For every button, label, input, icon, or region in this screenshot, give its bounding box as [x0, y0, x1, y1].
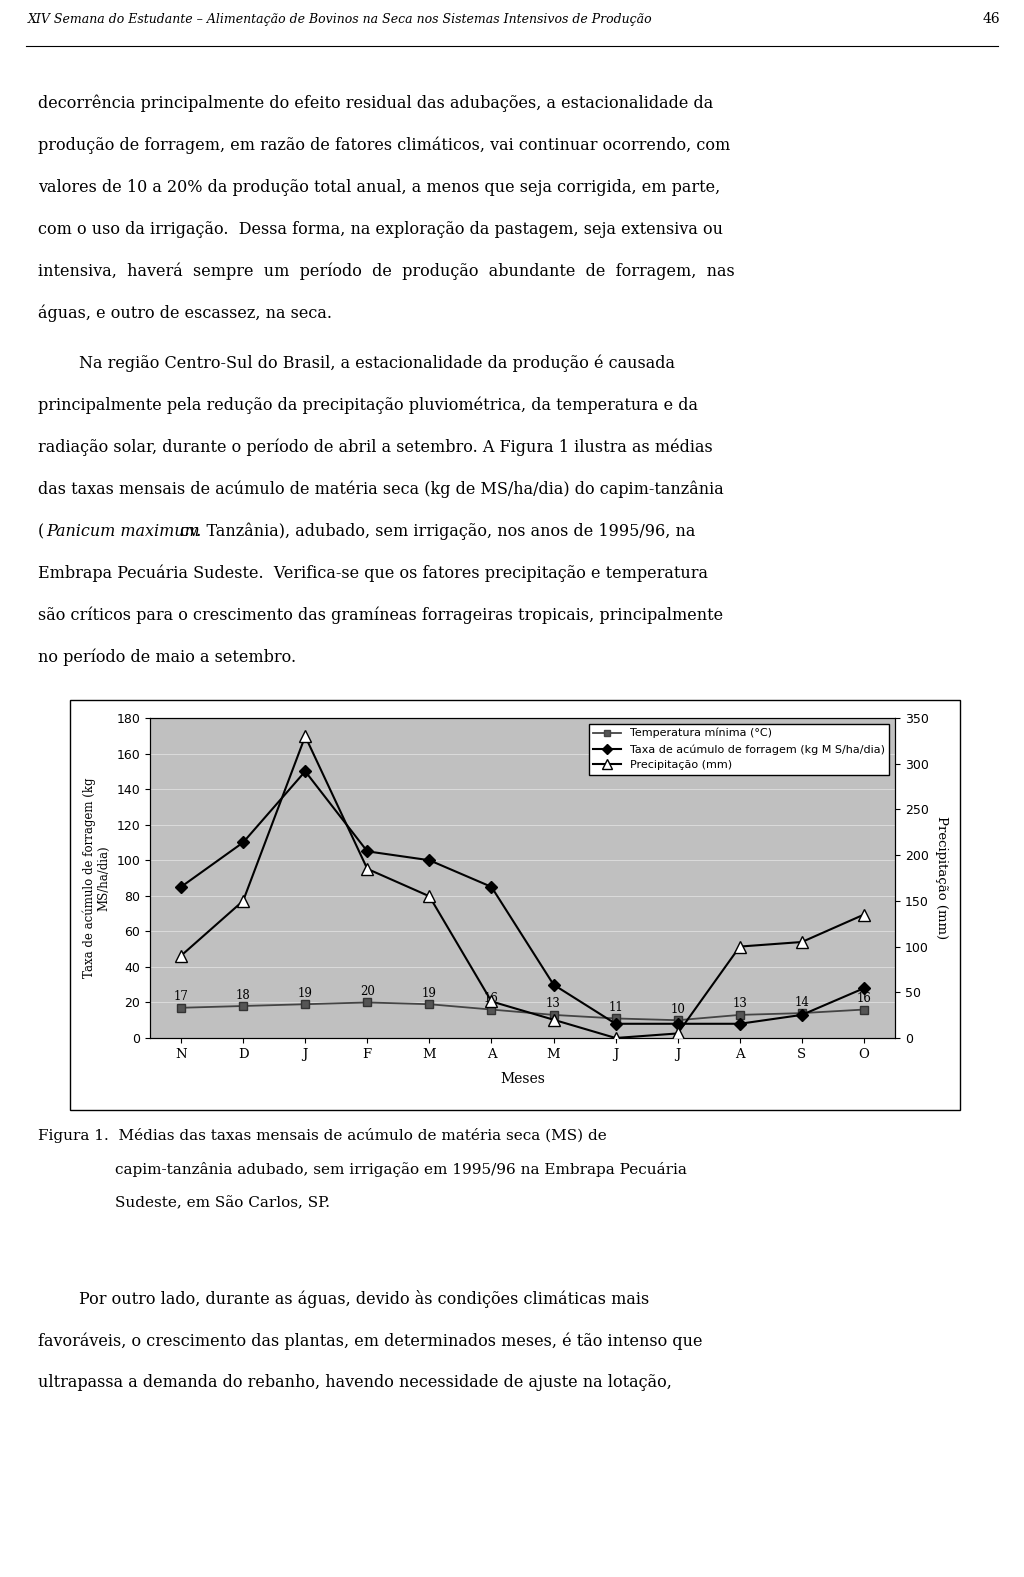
Text: valores de 10 a 20% da produção total anual, a menos que seja corrigida, em part: valores de 10 a 20% da produção total an… — [38, 180, 720, 196]
Text: são críticos para o crescimento das gramíneas forrageiras tropicais, principalme: são críticos para o crescimento das gram… — [38, 607, 723, 624]
Text: Por outro lado, durante as águas, devido às condições climáticas mais: Por outro lado, durante as águas, devido… — [38, 1290, 649, 1307]
Text: produção de forragem, em razão de fatores climáticos, vai continuar ocorrendo, c: produção de forragem, em razão de fatore… — [38, 137, 730, 155]
Text: cv. Tanzânia), adubado, sem irrigação, nos anos de 1995/96, na: cv. Tanzânia), adubado, sem irrigação, n… — [175, 524, 695, 541]
Text: intensiva,  haverá  sempre  um  período  de  produção  abundante  de  forragem, : intensiva, haverá sempre um período de p… — [38, 263, 735, 281]
Text: Sudeste, em São Carlos, SP.: Sudeste, em São Carlos, SP. — [115, 1195, 330, 1210]
Text: XIV Semana do Estudante – Alimentação de Bovinos na Seca nos Sistemas Intensivos: XIV Semana do Estudante – Alimentação de… — [28, 13, 652, 25]
Text: 16: 16 — [856, 992, 871, 1005]
Text: Panicum maximum: Panicum maximum — [46, 524, 200, 539]
Text: 11: 11 — [608, 1001, 623, 1014]
Text: radiação solar, durante o período de abril a setembro. A Figura 1 ilustra as méd: radiação solar, durante o período de abr… — [38, 438, 713, 456]
Text: capim-tanzânia adubado, sem irrigação em 1995/96 na Embrapa Pecuária: capim-tanzânia adubado, sem irrigação em… — [115, 1162, 687, 1176]
Text: no período de maio a setembro.: no período de maio a setembro. — [38, 650, 296, 667]
Bar — [70, 700, 961, 1110]
Text: das taxas mensais de acúmulo de matéria seca (kg de MS/ha/dia) do capim-tanzânia: das taxas mensais de acúmulo de matéria … — [38, 481, 724, 498]
Text: favoráveis, o crescimento das plantas, em determinados meses, é tão intenso que: favoráveis, o crescimento das plantas, e… — [38, 1333, 702, 1350]
Text: 46: 46 — [982, 13, 1000, 27]
Text: Na região Centro-Sul do Brasil, a estacionalidade da produção é causada: Na região Centro-Sul do Brasil, a estaci… — [38, 355, 675, 372]
X-axis label: Meses: Meses — [500, 1072, 545, 1087]
Text: Embrapa Pecuária Sudeste.  Verifica-se que os fatores precipitação e temperatura: Embrapa Pecuária Sudeste. Verifica-se qu… — [38, 565, 708, 582]
Text: 16: 16 — [484, 992, 499, 1005]
Y-axis label: Taxa de acúmulo de forragem (kg
MS/ha/dia): Taxa de acúmulo de forragem (kg MS/ha/di… — [82, 777, 111, 978]
Text: 13: 13 — [546, 997, 561, 1011]
Text: 13: 13 — [732, 997, 748, 1011]
Text: 18: 18 — [236, 989, 251, 1001]
Text: 14: 14 — [795, 995, 809, 1009]
Text: águas, e outro de escassez, na seca.: águas, e outro de escassez, na seca. — [38, 304, 332, 323]
Text: decorrência principalmente do efeito residual das adubações, a estacionalidade d: decorrência principalmente do efeito res… — [38, 95, 714, 112]
Text: 20: 20 — [359, 986, 375, 998]
Text: 19: 19 — [422, 987, 437, 1000]
Text: 10: 10 — [671, 1003, 685, 1016]
Text: principalmente pela redução da precipitação pluviométrica, da temperatura e da: principalmente pela redução da precipita… — [38, 397, 698, 415]
Text: Figura 1.  Médias das taxas mensais de acúmulo de matéria seca (MS) de: Figura 1. Médias das taxas mensais de ac… — [38, 1128, 607, 1143]
Text: (: ( — [38, 524, 44, 539]
Text: com o uso da irrigação.  Dessa forma, na exploração da pastagem, seja extensiva : com o uso da irrigação. Dessa forma, na … — [38, 221, 723, 238]
Legend: Temperatura mínima (°C), Taxa de acúmulo de forragem (kg M S/ha/dia), Precipitaç: Temperatura mínima (°C), Taxa de acúmulo… — [589, 724, 890, 774]
Y-axis label: Precipitação (mm): Precipitação (mm) — [935, 817, 948, 940]
Text: 19: 19 — [298, 987, 312, 1000]
Text: ultrapassa a demanda do rebanho, havendo necessidade de ajuste na lotação,: ultrapassa a demanda do rebanho, havendo… — [38, 1374, 672, 1391]
Text: 17: 17 — [174, 990, 188, 1003]
